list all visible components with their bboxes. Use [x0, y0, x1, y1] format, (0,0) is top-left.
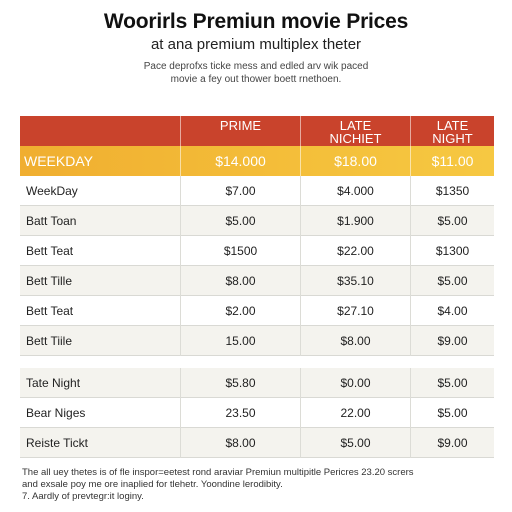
price-cell: $5.00 — [410, 266, 494, 296]
price-cell: 23.50 — [180, 398, 300, 428]
header-label: LATE — [436, 118, 469, 133]
price-cell: 22.00 — [300, 398, 410, 428]
price-cell: $4.00 — [410, 296, 494, 326]
price-cell: $9.00 — [410, 428, 494, 458]
row-label: Bett Teat — [26, 304, 74, 318]
price-cell: $1300 — [410, 236, 494, 266]
table-row: Bett Tille $8.00 $35.10 $5.00 — [20, 266, 494, 296]
footnote-line: and exsale poy me ore inaplied for tlehe… — [22, 479, 283, 490]
row-label: Reiste Tickt — [26, 436, 89, 450]
row-label: WeekDay — [26, 184, 78, 198]
price-cell: $1350 — [410, 176, 494, 206]
page-title: Woorirls Premiun movie Prices — [103, 10, 409, 33]
price-table: PRIME LATE NICHIET LATE NIGHT WEEKDAY $1… — [20, 116, 494, 458]
price-cell: $1500 — [180, 236, 300, 266]
header-cell-prime: PRIME — [180, 116, 300, 146]
price-cell: $35.10 — [300, 266, 410, 296]
price-cell: $5.00 — [180, 206, 300, 236]
table-row: Bett Tiile 15.00 $8.00 $9.00 — [20, 326, 494, 356]
header-label: NICHIET — [329, 131, 382, 146]
price-cell: 15.00 — [180, 326, 300, 356]
page-subtitle: at ana premium multiplex theter — [150, 36, 362, 53]
price-cell: $1.900 — [300, 206, 410, 236]
price-cell: $5.00 — [410, 398, 494, 428]
price-cell: $8.00 — [180, 266, 300, 296]
header-cell-late-nichiet: LATE NICHIET — [300, 116, 410, 146]
footnote-line: 7. Aardly of prevtegr:it loginy. — [22, 491, 144, 502]
header-cell-late-night: LATE NIGHT — [410, 116, 494, 146]
row-label: Bett Teat — [26, 244, 74, 258]
price-cell: $2.00 — [180, 296, 300, 326]
description-line: Pace deprofxs ticke mess and edled arv w… — [143, 61, 369, 72]
row-label: Batt Toan — [26, 214, 77, 228]
footnote-line: The all uey thetes is of fle inspor=eete… — [22, 467, 414, 478]
price-cell: $5.00 — [410, 206, 494, 236]
row-label: Bear Niges — [26, 406, 86, 420]
price-cell: $18.00 — [300, 146, 410, 176]
price-cell: $0.00 — [300, 368, 410, 398]
header-label: PRIME — [219, 118, 262, 133]
price-cell: $4.000 — [300, 176, 410, 206]
price-cell: $8.00 — [300, 326, 410, 356]
price-cell: $5.80 — [180, 368, 300, 398]
description: Pace deprofxs ticke mess and edled arv w… — [0, 60, 512, 86]
section-gap — [20, 356, 494, 368]
price-cell: $8.00 — [180, 428, 300, 458]
table-row: Tate Night $5.80 $0.00 $5.00 — [20, 368, 494, 398]
row-label: Bett Tille — [26, 274, 73, 288]
weekday-row: WEEKDAY $14.000 $18.00 $11.00 — [20, 146, 494, 176]
row-label: WEEKDAY — [24, 153, 93, 169]
header-label: NIGHT — [432, 131, 473, 146]
price-cell: $27.10 — [300, 296, 410, 326]
price-cell: $11.00 — [410, 146, 494, 176]
header-label: LATE — [339, 118, 372, 133]
table-row: WeekDay $7.00 $4.000 $1350 — [20, 176, 494, 206]
header-cell-label — [20, 116, 180, 146]
row-label: Tate Night — [26, 376, 81, 390]
price-cell: $22.00 — [300, 236, 410, 266]
description-line: movie a fey out thower boett rnethoen. — [170, 74, 342, 85]
price-cell: $9.00 — [410, 326, 494, 356]
table-row: Batt Toan $5.00 $1.900 $5.00 — [20, 206, 494, 236]
table-row: Bear Niges 23.50 22.00 $5.00 — [20, 398, 494, 428]
table-row: Reiste Tickt $8.00 $5.00 $9.00 — [20, 428, 494, 458]
price-cell: $7.00 — [180, 176, 300, 206]
price-cell: $5.00 — [300, 428, 410, 458]
table-header-row: PRIME LATE NICHIET LATE NIGHT — [20, 116, 494, 146]
footnote: The all uey thetes is of fle inspor=eete… — [22, 467, 492, 503]
row-label: Bett Tiile — [26, 334, 73, 348]
table-row: Bett Teat $1500 $22.00 $1300 — [20, 236, 494, 266]
price-cell: $5.00 — [410, 368, 494, 398]
price-cell: $14.000 — [180, 146, 300, 176]
table-row: Bett Teat $2.00 $27.10 $4.00 — [20, 296, 494, 326]
